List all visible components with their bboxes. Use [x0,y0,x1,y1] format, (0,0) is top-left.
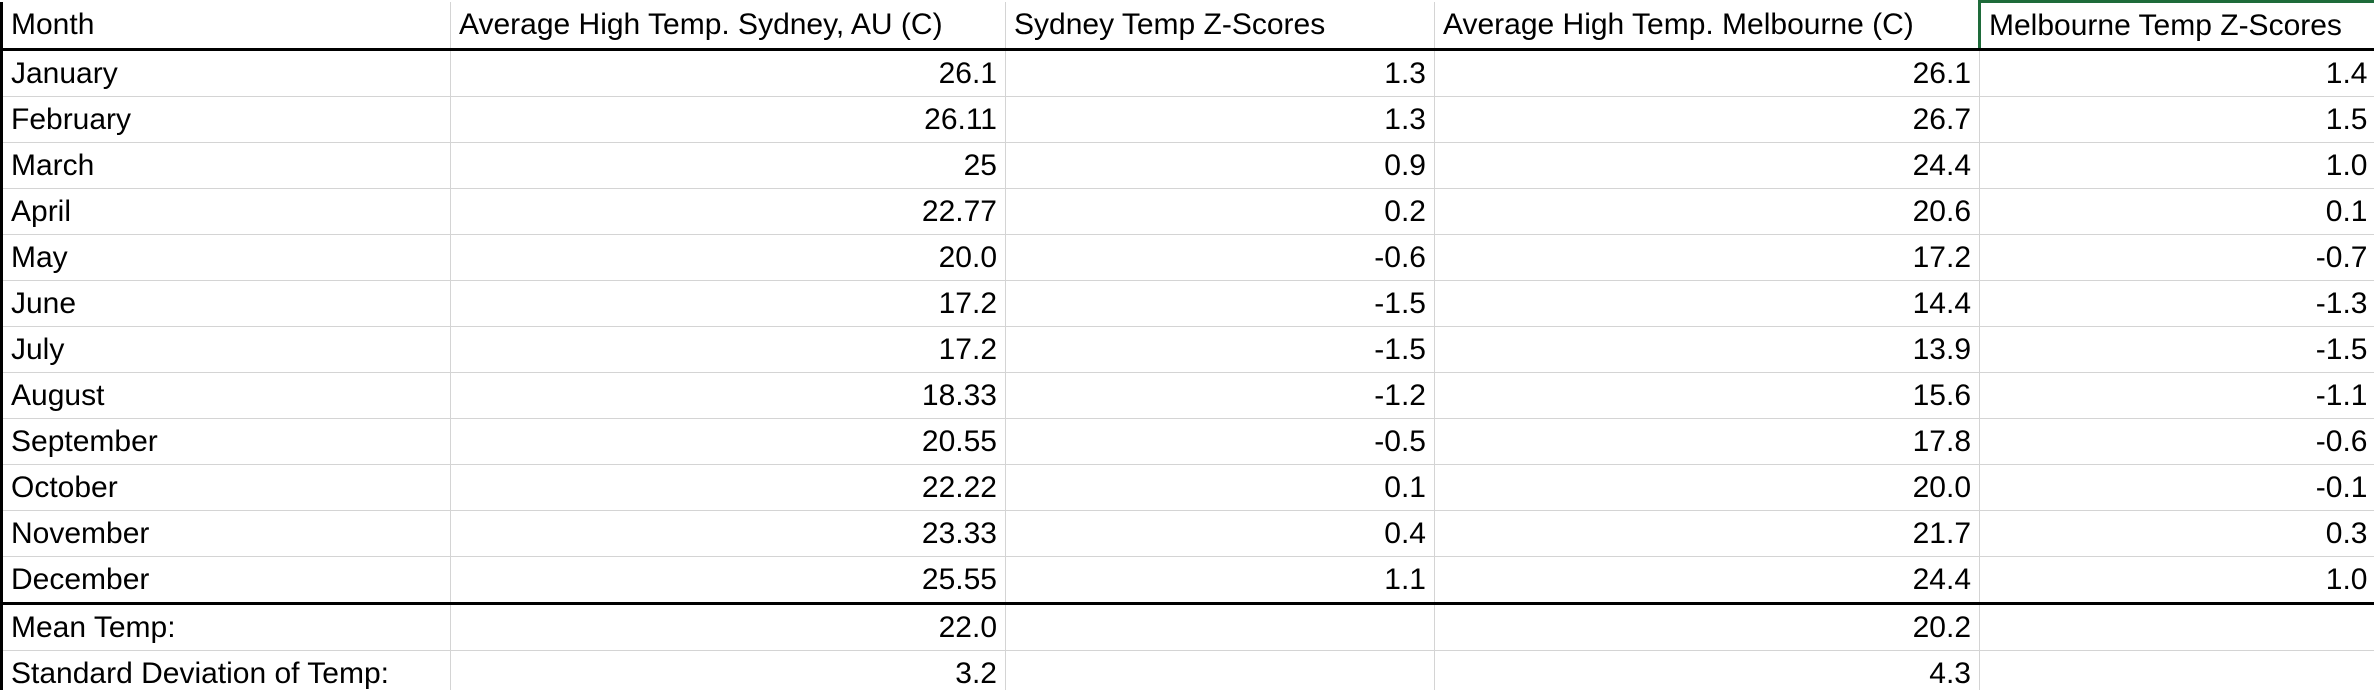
cell-empty[interactable] [1979,650,2374,690]
header-cell-sydney-temp[interactable]: Average High Temp. Sydney, AU (C) [450,1,1006,51]
cell-sydney-z[interactable]: 1.1 [1005,556,1435,605]
cell-melbourne-temp[interactable]: 13.9 [1434,326,1980,373]
cell-month[interactable]: June [0,280,451,327]
cell-melbourne-z[interactable]: -1.5 [1979,326,2374,373]
cell-sydney-temp[interactable]: 20.55 [450,418,1006,465]
cell-melbourne-temp[interactable]: 20.6 [1434,188,1980,235]
cell-empty[interactable] [1979,603,2374,651]
cell-melbourne-temp[interactable]: 21.7 [1434,510,1980,557]
cell-sydney-z[interactable]: 1.3 [1005,49,1435,97]
cell-summary-label[interactable]: Standard Deviation of Temp: [0,650,451,690]
table-row: February 26.11 1.3 26.7 1.5 [0,96,2374,143]
cell-melbourne-temp[interactable]: 17.2 [1434,234,1980,281]
table-row: September 20.55 -0.5 17.8 -0.6 [0,418,2374,465]
cell-month[interactable]: January [0,49,451,97]
cell-sydney-temp[interactable]: 18.33 [450,372,1006,419]
cell-sydney-temp[interactable]: 22.77 [450,188,1006,235]
header-cell-sydney-z[interactable]: Sydney Temp Z-Scores [1005,1,1435,51]
cell-sydney-z[interactable]: 0.9 [1005,142,1435,189]
cell-sydney-temp[interactable]: 17.2 [450,280,1006,327]
summary-row-mean: Mean Temp: 22.0 20.2 [0,603,2374,651]
cell-melbourne-temp[interactable]: 26.1 [1434,49,1980,97]
cell-sydney-temp[interactable]: 25 [450,142,1006,189]
cell-sydney-mean[interactable]: 22.0 [450,603,1006,651]
cell-sydney-z[interactable]: -0.5 [1005,418,1435,465]
header-cell-melbourne-temp[interactable]: Average High Temp. Melbourne (C) [1434,1,1980,51]
cell-summary-label[interactable]: Mean Temp: [0,603,451,651]
cell-melbourne-z[interactable]: 0.3 [1979,510,2374,557]
table-row: October 22.22 0.1 20.0 -0.1 [0,464,2374,511]
cell-month[interactable]: November [0,510,451,557]
cell-month[interactable]: September [0,418,451,465]
cell-month[interactable]: April [0,188,451,235]
table-row: July 17.2 -1.5 13.9 -1.5 [0,326,2374,373]
cell-sydney-temp[interactable]: 17.2 [450,326,1006,373]
cell-melbourne-z[interactable]: -1.1 [1979,372,2374,419]
table-row: May 20.0 -0.6 17.2 -0.7 [0,234,2374,281]
summary-row-stddev: Standard Deviation of Temp: 3.2 4.3 [0,650,2374,690]
cell-sydney-stddev[interactable]: 3.2 [450,650,1006,690]
cell-sydney-z[interactable]: 0.4 [1005,510,1435,557]
cell-sydney-temp[interactable]: 25.55 [450,556,1006,605]
cell-month[interactable]: February [0,96,451,143]
cell-melbourne-z[interactable]: 0.1 [1979,188,2374,235]
cell-sydney-z[interactable]: -1.5 [1005,326,1435,373]
cell-sydney-z[interactable]: 0.2 [1005,188,1435,235]
cell-melbourne-temp[interactable]: 26.7 [1434,96,1980,143]
table-row: June 17.2 -1.5 14.4 -1.3 [0,280,2374,327]
table-row: November 23.33 0.4 21.7 0.3 [0,510,2374,557]
cell-melbourne-z[interactable]: 1.5 [1979,96,2374,143]
cell-melbourne-z[interactable]: -0.6 [1979,418,2374,465]
header-cell-month[interactable]: Month [0,1,451,51]
cell-melbourne-z[interactable]: -0.1 [1979,464,2374,511]
cell-month[interactable]: July [0,326,451,373]
table-row: December 25.55 1.1 24.4 1.0 [0,556,2374,605]
cell-melbourne-z[interactable]: 1.0 [1979,556,2374,605]
cell-melbourne-z[interactable]: 1.4 [1979,49,2374,97]
cell-sydney-temp[interactable]: 26.11 [450,96,1006,143]
cell-sydney-z[interactable]: -1.2 [1005,372,1435,419]
header-cell-melbourne-z[interactable]: Melbourne Temp Z-Scores [1978,0,2374,51]
cell-sydney-z[interactable]: -1.5 [1005,280,1435,327]
cell-month[interactable]: December [0,556,451,605]
cell-empty[interactable] [1005,650,1435,690]
cell-empty[interactable] [1005,603,1435,651]
cell-sydney-z[interactable]: -0.6 [1005,234,1435,281]
cell-month[interactable]: August [0,372,451,419]
cell-melbourne-stddev[interactable]: 4.3 [1434,650,1980,690]
cell-month[interactable]: May [0,234,451,281]
cell-sydney-temp[interactable]: 23.33 [450,510,1006,557]
cell-sydney-z[interactable]: 1.3 [1005,96,1435,143]
cell-melbourne-z[interactable]: 1.0 [1979,142,2374,189]
cell-month[interactable]: March [0,142,451,189]
cell-sydney-z[interactable]: 0.1 [1005,464,1435,511]
table-row: March 25 0.9 24.4 1.0 [0,142,2374,189]
cell-melbourne-temp[interactable]: 15.6 [1434,372,1980,419]
table-row: August 18.33 -1.2 15.6 -1.1 [0,372,2374,419]
cell-melbourne-z[interactable]: -1.3 [1979,280,2374,327]
header-row: Month Average High Temp. Sydney, AU (C) … [0,0,2374,51]
cell-melbourne-mean[interactable]: 20.2 [1434,603,1980,651]
cell-melbourne-temp[interactable]: 24.4 [1434,142,1980,189]
cell-sydney-temp[interactable]: 26.1 [450,49,1006,97]
cell-sydney-temp[interactable]: 20.0 [450,234,1006,281]
table-row: April 22.77 0.2 20.6 0.1 [0,188,2374,235]
table-row: January 26.1 1.3 26.1 1.4 [0,49,2374,97]
cell-melbourne-temp[interactable]: 24.4 [1434,556,1980,605]
cell-sydney-temp[interactable]: 22.22 [450,464,1006,511]
cell-melbourne-z[interactable]: -0.7 [1979,234,2374,281]
cell-month[interactable]: October [0,464,451,511]
cell-melbourne-temp[interactable]: 17.8 [1434,418,1980,465]
cell-melbourne-temp[interactable]: 14.4 [1434,280,1980,327]
cell-melbourne-temp[interactable]: 20.0 [1434,464,1980,511]
